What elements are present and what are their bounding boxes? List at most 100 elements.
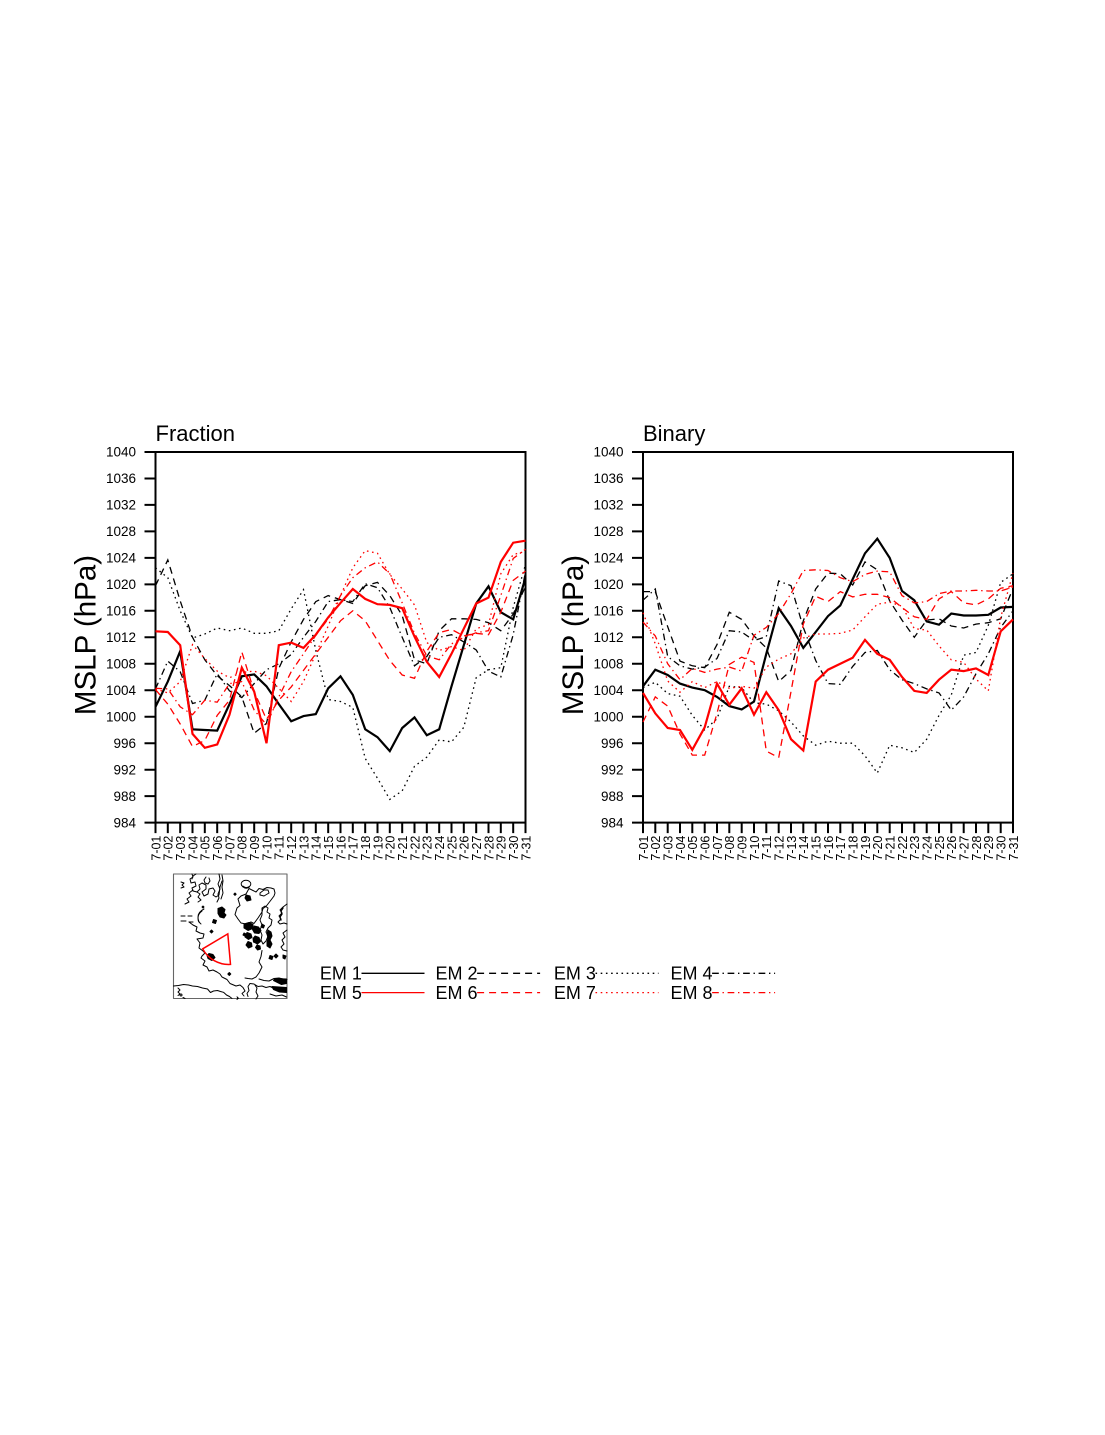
svg-text:EM 3: EM 3 [554, 964, 596, 984]
svg-text:7-29: 7-29 [982, 836, 996, 861]
svg-text:Fraction: Fraction [156, 421, 235, 446]
svg-text:7-27: 7-27 [470, 836, 484, 861]
svg-text:7-18: 7-18 [359, 836, 373, 861]
svg-text:7-08: 7-08 [723, 836, 737, 861]
svg-text:7-11: 7-11 [273, 836, 287, 860]
svg-text:7-08: 7-08 [236, 836, 250, 861]
svg-text:1004: 1004 [106, 683, 137, 698]
svg-text:7-20: 7-20 [384, 836, 398, 861]
svg-text:7-09: 7-09 [736, 836, 750, 861]
svg-text:1032: 1032 [593, 498, 623, 513]
svg-text:EM 7: EM 7 [554, 983, 596, 1003]
svg-text:1036: 1036 [593, 471, 623, 486]
svg-text:7-26: 7-26 [945, 836, 959, 861]
svg-text:7-05: 7-05 [686, 836, 700, 861]
svg-text:7-02: 7-02 [162, 836, 176, 861]
svg-text:7-03: 7-03 [174, 836, 188, 861]
svg-text:7-13: 7-13 [297, 836, 311, 861]
svg-text:7-23: 7-23 [421, 836, 435, 861]
svg-text:7-26: 7-26 [458, 836, 472, 861]
svg-text:Binary: Binary [643, 421, 705, 446]
svg-text:1020: 1020 [593, 577, 623, 592]
svg-text:7-22: 7-22 [896, 836, 910, 861]
svg-text:984: 984 [113, 815, 136, 830]
svg-text:EM 6: EM 6 [436, 983, 478, 1003]
svg-text:7-28: 7-28 [970, 836, 984, 861]
svg-text:7-15: 7-15 [322, 836, 336, 861]
svg-text:7-22: 7-22 [408, 836, 422, 861]
svg-text:7-17: 7-17 [834, 836, 848, 861]
svg-text:1032: 1032 [106, 498, 136, 513]
svg-text:7-14: 7-14 [797, 836, 811, 861]
svg-text:7-06: 7-06 [699, 836, 713, 861]
svg-text:7-24: 7-24 [433, 836, 447, 861]
svg-text:988: 988 [113, 789, 136, 804]
svg-text:1008: 1008 [593, 657, 623, 672]
svg-text:1024: 1024 [593, 551, 624, 566]
svg-text:7-04: 7-04 [674, 836, 688, 861]
svg-text:1020: 1020 [106, 577, 136, 592]
svg-text:7-14: 7-14 [310, 836, 324, 861]
svg-text:1016: 1016 [106, 604, 136, 619]
svg-text:7-10: 7-10 [748, 836, 762, 861]
svg-text:EM 1: EM 1 [320, 964, 362, 984]
svg-text:7-27: 7-27 [958, 836, 972, 861]
svg-text:1000: 1000 [593, 709, 623, 724]
svg-text:992: 992 [113, 762, 136, 777]
svg-text:7-21: 7-21 [884, 836, 898, 861]
svg-text:7-06: 7-06 [211, 836, 225, 861]
svg-text:1028: 1028 [106, 524, 136, 539]
svg-text:7-02: 7-02 [649, 836, 663, 861]
svg-text:996: 996 [601, 736, 624, 751]
svg-text:1012: 1012 [593, 630, 623, 645]
svg-text:7-31: 7-31 [1007, 836, 1021, 861]
svg-text:984: 984 [601, 815, 624, 830]
svg-text:1040: 1040 [106, 445, 136, 460]
svg-text:7-25: 7-25 [933, 836, 947, 861]
svg-text:1004: 1004 [593, 683, 624, 698]
svg-text:7-01: 7-01 [637, 836, 651, 861]
svg-text:1036: 1036 [106, 471, 136, 486]
svg-text:7-19: 7-19 [371, 836, 385, 861]
svg-text:7-28: 7-28 [482, 836, 496, 861]
svg-text:7-07: 7-07 [223, 836, 237, 861]
svg-text:1028: 1028 [593, 524, 623, 539]
svg-text:EM 4: EM 4 [671, 964, 713, 984]
svg-text:1040: 1040 [593, 445, 623, 460]
svg-text:7-31: 7-31 [519, 836, 533, 861]
svg-text:7-16: 7-16 [334, 836, 348, 861]
svg-text:7-30: 7-30 [995, 836, 1009, 861]
svg-text:992: 992 [601, 762, 624, 777]
svg-text:7-19: 7-19 [859, 836, 873, 861]
svg-text:7-11: 7-11 [760, 836, 774, 860]
svg-text:1024: 1024 [106, 551, 137, 566]
svg-text:1012: 1012 [106, 630, 136, 645]
svg-text:MSLP (hPa): MSLP (hPa) [70, 555, 103, 715]
svg-text:1016: 1016 [593, 604, 623, 619]
svg-text:7-13: 7-13 [785, 836, 799, 861]
svg-text:EM 8: EM 8 [671, 983, 713, 1003]
svg-text:7-07: 7-07 [711, 836, 725, 861]
svg-text:7-30: 7-30 [507, 836, 521, 861]
svg-text:7-04: 7-04 [186, 836, 200, 861]
svg-text:7-09: 7-09 [248, 836, 262, 861]
svg-text:7-24: 7-24 [921, 836, 935, 861]
svg-text:7-29: 7-29 [495, 836, 509, 861]
svg-text:996: 996 [113, 736, 136, 751]
svg-text:7-16: 7-16 [822, 836, 836, 861]
svg-text:7-15: 7-15 [810, 836, 824, 861]
svg-text:MSLP (hPa): MSLP (hPa) [557, 555, 590, 715]
svg-text:7-05: 7-05 [199, 836, 213, 861]
svg-text:EM 2: EM 2 [436, 964, 478, 984]
svg-text:7-17: 7-17 [347, 836, 361, 861]
svg-text:1000: 1000 [106, 709, 136, 724]
svg-text:7-12: 7-12 [773, 836, 787, 861]
svg-text:7-10: 7-10 [260, 836, 274, 861]
svg-text:7-01: 7-01 [149, 836, 163, 861]
svg-text:7-25: 7-25 [445, 836, 459, 861]
svg-text:1008: 1008 [106, 657, 136, 672]
svg-text:7-20: 7-20 [871, 836, 885, 861]
svg-text:EM 5: EM 5 [320, 983, 362, 1003]
svg-text:988: 988 [601, 789, 624, 804]
svg-text:7-23: 7-23 [908, 836, 922, 861]
